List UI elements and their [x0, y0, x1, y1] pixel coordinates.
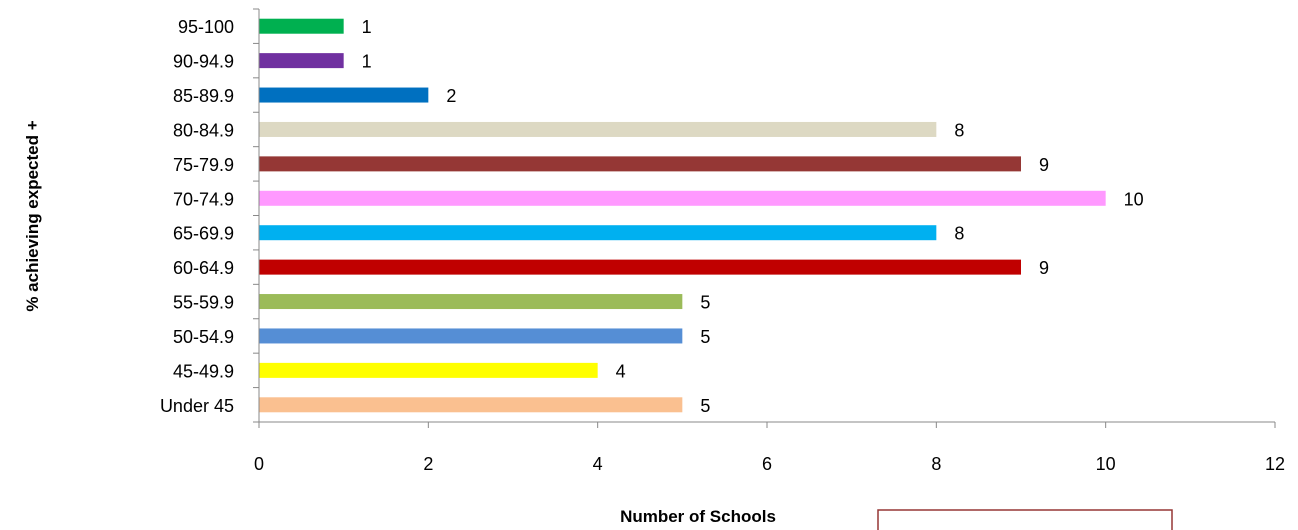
- x-tick-label: 2: [423, 454, 433, 474]
- x-tick-label: 8: [931, 454, 941, 474]
- x-tick-label: 4: [593, 454, 603, 474]
- x-tick-label: 10: [1096, 454, 1116, 474]
- y-tick-label: 90-94.9: [173, 52, 234, 72]
- y-tick-label: 55-59.9: [173, 293, 234, 313]
- data-label: 9: [1039, 258, 1049, 278]
- x-tick-label: 0: [254, 454, 264, 474]
- bar-45-49.9: [259, 362, 598, 378]
- data-label: 8: [954, 120, 964, 140]
- bar-80-84.9: [259, 121, 937, 137]
- y-tick-label: 80-84.9: [173, 120, 234, 140]
- y-tick-label: 60-64.9: [173, 258, 234, 278]
- x-tick-label: 12: [1265, 454, 1285, 474]
- data-label: 5: [700, 396, 710, 416]
- y-tick-label: Under 45: [160, 396, 234, 416]
- decorative-box: [877, 509, 1173, 530]
- bar-85-89.9: [259, 87, 429, 103]
- x-tick-label: 6: [762, 454, 772, 474]
- bar-60-64.9: [259, 259, 1021, 275]
- data-label: 9: [1039, 155, 1049, 175]
- y-tick-label: 65-69.9: [173, 224, 234, 244]
- data-label: 4: [616, 361, 626, 381]
- bar-50-54.9: [259, 328, 683, 344]
- bar-75-79.9: [259, 156, 1021, 172]
- data-label: 1: [362, 17, 372, 37]
- bar-70-74.9: [259, 190, 1106, 206]
- bar-90-94.9: [259, 53, 344, 69]
- bar-95-100: [259, 18, 344, 34]
- data-label: 2: [446, 86, 456, 106]
- data-label: 8: [954, 224, 964, 244]
- y-axis-ticks: Under 45 45-49.9 50-54.9 55-59.9 60-64.9 65-6…: [160, 8, 259, 423]
- y-tick-label: 85-89.9: [173, 86, 234, 106]
- data-labels-group: 5 4 5 5 9 8 10 9 8 2 1 1: [362, 17, 1144, 416]
- data-label: 5: [700, 327, 710, 347]
- bars-group: [259, 18, 1106, 413]
- y-tick-label: 95-100: [178, 17, 234, 37]
- y-tick-label: 75-79.9: [173, 155, 234, 175]
- bar-65-69.9: [259, 225, 937, 241]
- bar-Under 45: [259, 397, 683, 413]
- y-axis-title: % achieving expected +: [23, 120, 42, 311]
- data-label: 1: [362, 52, 372, 72]
- bar-55-59.9: [259, 294, 683, 310]
- data-label: 5: [700, 293, 710, 313]
- y-tick-label: 70-74.9: [173, 189, 234, 209]
- x-axis-title: Number of Schools: [620, 507, 776, 526]
- x-axis-ticks: 0 2 4 6 8 10 12: [254, 422, 1285, 474]
- y-tick-label: 50-54.9: [173, 327, 234, 347]
- data-label: 10: [1124, 189, 1144, 209]
- y-tick-label: 45-49.9: [173, 361, 234, 381]
